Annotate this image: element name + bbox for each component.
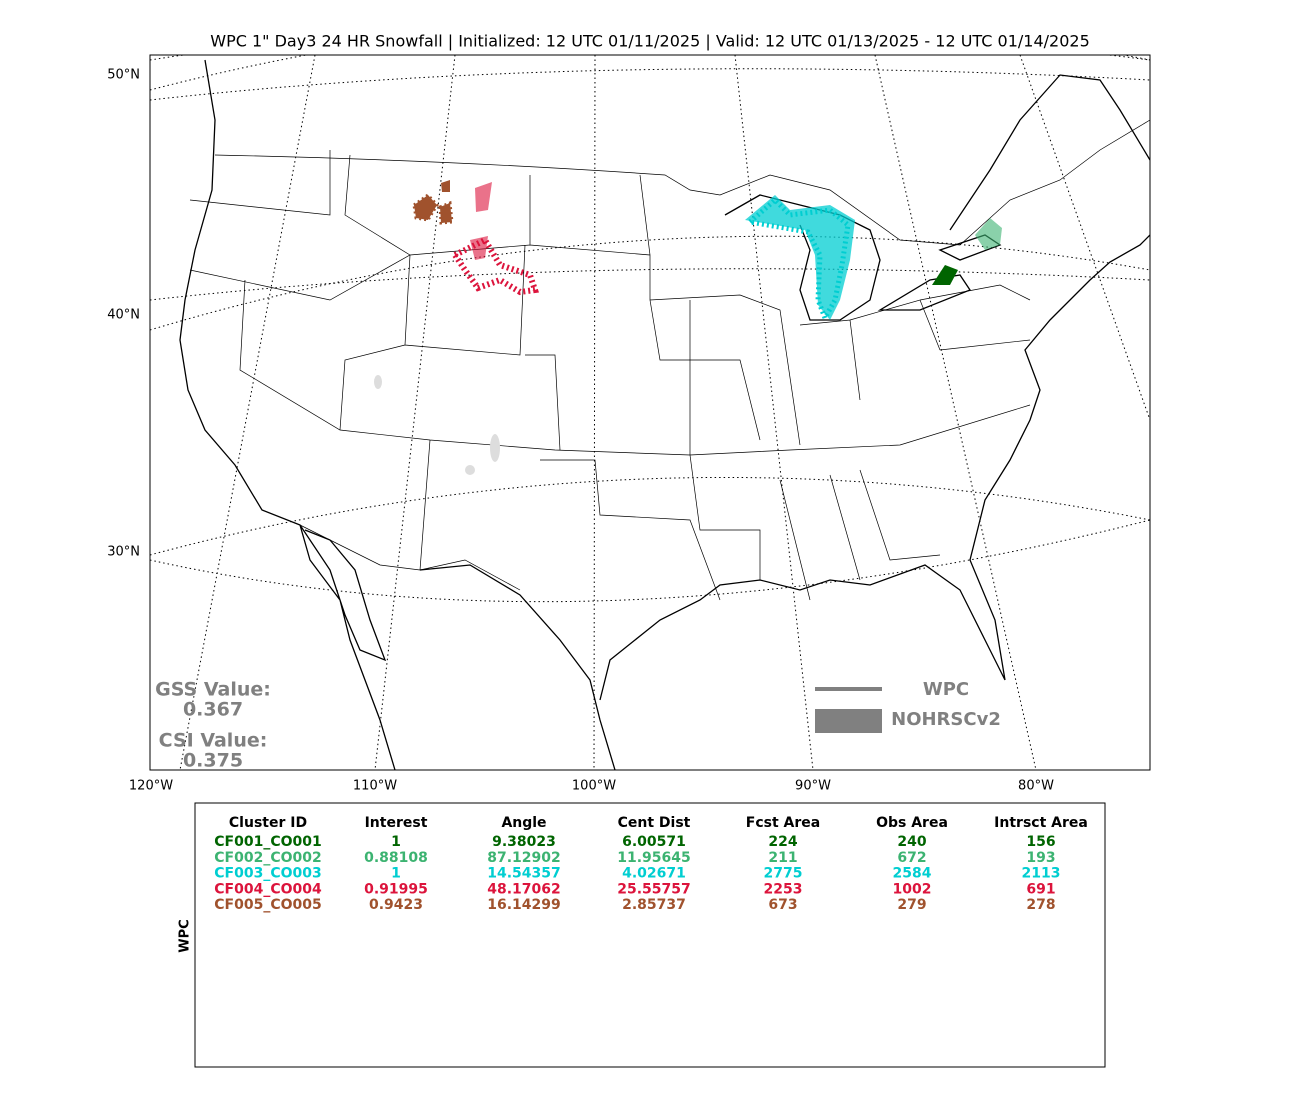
title: WPC 1" Day3 24 HR Snowfall | Initialized…	[210, 32, 1090, 51]
table-cell: CF003_CO003	[214, 866, 321, 882]
table-cell: 0.91995	[364, 881, 428, 897]
lon-label: 100°W	[572, 779, 616, 794]
table-cell: 2253	[764, 881, 803, 897]
column-header: Fcst Area	[746, 815, 820, 831]
column-header: Obs Area	[876, 815, 948, 831]
table-cell: 673	[768, 897, 797, 913]
map: 50°N 40°N 30°N 120°W 110°W 100°W 90°W 80…	[107, 54, 1151, 794]
table-cell: 87.12902	[487, 850, 561, 866]
obs-cluster	[932, 265, 958, 285]
fcst-cluster	[412, 193, 454, 225]
table-cell: 14.54357	[487, 866, 561, 882]
gss-value: 0.367	[183, 699, 243, 721]
table-cell: 193	[1026, 850, 1055, 866]
map-frame	[149, 54, 1151, 771]
csi-label: CSI Value:	[159, 730, 268, 752]
table-cell: CF005_CO005	[214, 897, 321, 913]
obs-cluster	[975, 218, 1002, 250]
meridian	[734, 55, 814, 770]
table-cell: 2775	[764, 866, 803, 882]
table-cell: 16.14299	[487, 897, 561, 913]
table-cell: 1	[391, 866, 401, 882]
lat-label: 30°N	[107, 545, 140, 560]
parallel	[150, 235, 1150, 331]
column-header: Cluster ID	[229, 815, 307, 831]
parallel	[150, 55, 1150, 91]
column-header: Cent Dist	[618, 815, 691, 831]
lat-label: 40°N	[107, 308, 140, 323]
table-cell: 2.85737	[622, 897, 686, 913]
legend-label: NOHRSCv2	[891, 709, 1001, 730]
table-cell: 240	[897, 834, 926, 850]
table-cell: 672	[897, 850, 926, 866]
table-cell: 279	[897, 897, 926, 913]
table-cell: 156	[1026, 834, 1055, 850]
table-cell: 48.17062	[487, 881, 561, 897]
gss-label: GSS Value:	[155, 679, 271, 701]
table-frame	[194, 802, 1106, 1068]
border	[189, 150, 1031, 601]
table-cell: 278	[1026, 897, 1055, 913]
stats-table: WPC Cluster ID Interest Angle Cent Dist Fcst…	[178, 802, 1106, 1068]
lat-label: 50°N	[107, 68, 140, 83]
obs-area	[374, 375, 382, 389]
table-cell: 0.9423	[369, 897, 423, 913]
table-cell: 0.88108	[364, 850, 428, 866]
table-cell: 11.95645	[617, 850, 691, 866]
table-cell: 2584	[893, 866, 932, 882]
obs-area	[465, 465, 475, 475]
table-cell: CF004_CO004	[214, 881, 322, 897]
obs-area	[490, 434, 500, 462]
border	[214, 119, 1150, 246]
table-cell: CF001_CO001	[214, 834, 321, 850]
meridian	[1019, 55, 1150, 421]
column-header: Interest	[365, 815, 428, 831]
lon-label: 90°W	[795, 779, 831, 794]
column-header: Angle	[501, 815, 546, 831]
table-cell: 1002	[893, 881, 932, 897]
legend-swatch	[815, 709, 882, 733]
table-cell: 9.38023	[492, 834, 556, 850]
table-side-label: WPC	[178, 919, 193, 952]
meridian	[874, 55, 1037, 770]
table-cell: 224	[768, 834, 797, 850]
obs-cluster	[470, 182, 492, 260]
meridian	[374, 55, 456, 770]
table-cell: 4.02671	[622, 866, 686, 882]
table-cell: 691	[1026, 881, 1055, 897]
coastline	[179, 59, 1150, 770]
lon-label: 110°W	[353, 779, 397, 794]
table-cell: CF002_CO002	[214, 850, 321, 866]
table-cell: 6.00571	[622, 834, 686, 850]
table-cell: 1	[391, 834, 401, 850]
fcst-cluster	[744, 196, 851, 324]
parallel	[150, 476, 1150, 556]
obs-cluster	[745, 195, 855, 320]
lon-label: 120°W	[129, 779, 173, 794]
lon-label: 80°W	[1018, 779, 1054, 794]
table-cell: 25.55757	[617, 881, 691, 897]
legend-label: WPC	[923, 679, 969, 700]
table-cell: 2113	[1022, 866, 1061, 882]
table-cell: 211	[768, 850, 797, 866]
parallel	[150, 519, 1150, 603]
column-header: Intrsct Area	[994, 815, 1088, 831]
csi-value: 0.375	[183, 750, 243, 772]
